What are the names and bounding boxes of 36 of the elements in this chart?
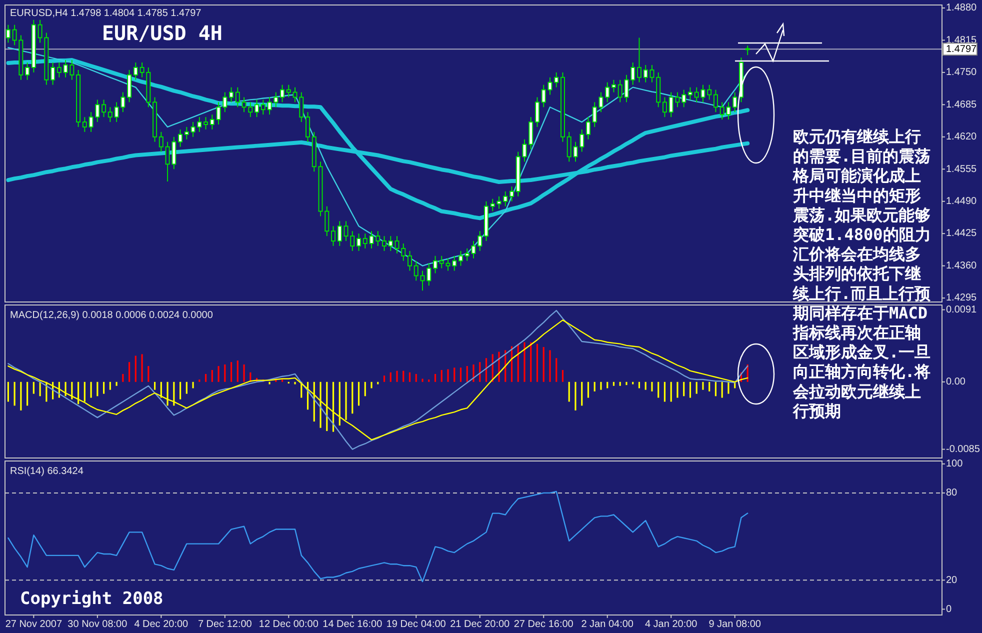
x-tick-label: 14 Dec 16:00	[322, 619, 383, 630]
y-tick-label: 1.4685	[946, 99, 978, 110]
x-tick-label: 27 Nov 2007	[5, 619, 62, 630]
y-tick-label: 1.4880	[946, 2, 978, 14]
text: EUR/USD 4H	[102, 21, 222, 45]
x-tick-label: 9 Jan 08:00	[708, 619, 762, 630]
x-tick-label: 4 Jan 20:00	[644, 619, 698, 630]
y-tick-label: 0.00	[946, 376, 966, 388]
y-tick-label: 80	[946, 488, 958, 499]
x-tick-label: 30 Nov 08:00	[68, 619, 128, 630]
chart-subtitle: EURUSD,H4 1.4798 1.4804 1.4785 1.4797	[10, 8, 202, 19]
x-tick-label: 19 Dec 04:00	[386, 619, 446, 630]
x-tick-label: 2 Jan 04:00	[581, 619, 634, 630]
y-tick-label: 20	[946, 574, 958, 586]
y-tick-label: -0.0085	[946, 444, 980, 455]
x-tick-label: 27 Dec 16:00	[514, 619, 574, 630]
text: 欧元仍有继续上行的需要.目前的震荡格局可能演化成上升中继当中的矩形震荡.如果欧元能够突破1.4800的阻力汇价将会在均线多头排列的依托下继续上行.而且上行预期同样存在于MACD指标线再次在正轴区域形成金叉.一旦向正轴方向转化.将会拉动欧元继续上行预期	[793, 127, 931, 420]
y-tick-label: 1.4490	[946, 196, 978, 207]
annotation: Copyright 2008	[20, 589, 164, 609]
y-tick-label: 1.4815	[946, 34, 978, 46]
y-tick-label: 1.4425	[946, 228, 978, 240]
x-tick-label: 12 Dec 00:00	[258, 619, 319, 630]
x-tick-label: 21 Dec 20:00	[450, 619, 510, 630]
text: MACD(12,26,9) 0.0018 0.0006 0.0024 0.0000	[10, 310, 214, 321]
x-tick-label: 7 Dec 12:00	[198, 619, 252, 630]
y-tick-label: 100	[946, 458, 964, 470]
y-tick-label: 0.0091	[946, 304, 978, 316]
y-tick-label: 1.4555	[946, 164, 978, 175]
y-tick-label: 1.4620	[946, 132, 978, 143]
y-tick-label: 1.4360	[946, 260, 978, 272]
ref-line-label: 1.4797	[946, 44, 978, 55]
y-tick-label: 1.4295	[946, 292, 978, 304]
text: RSI(14) 66.3424	[10, 466, 84, 477]
y-tick-label: 0	[946, 604, 952, 615]
y-tick-label: 1.4750	[946, 67, 978, 78]
x-tick-label: 4 Dec 20:00	[134, 619, 189, 630]
